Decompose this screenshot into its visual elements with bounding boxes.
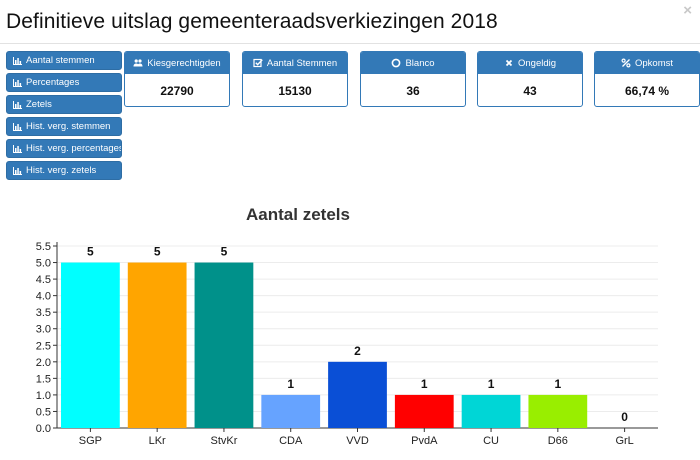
x-tick-label: CU — [483, 435, 499, 447]
y-tick-label: 4.0 — [36, 291, 51, 303]
data-label: 1 — [554, 377, 561, 391]
stat-label: Kiesgerechtigden — [147, 57, 221, 69]
y-tick-label: 3.5 — [36, 307, 51, 319]
stat-opkomst: Opkomst 66,74 % — [594, 51, 700, 107]
stat-value: 22790 — [160, 83, 194, 98]
x-tick-label: StvKr — [210, 435, 237, 447]
sidebar-item-zetels[interactable]: Zetels — [6, 95, 122, 114]
bar-sgp — [61, 262, 120, 428]
times-icon — [505, 59, 513, 67]
sidebar-item-label: Percentages — [26, 77, 80, 88]
bar-chart-icon — [13, 100, 22, 109]
sidebar-item-label: Aantal stemmen — [26, 55, 95, 66]
sidebar-item-hist-verg-percentages[interactable]: Hist. verg. percentages — [6, 139, 122, 158]
y-tick-label: 0.5 — [36, 406, 51, 418]
sidebar-item-hist-verg-stemmen[interactable]: Hist. verg. stemmen — [6, 117, 122, 136]
stat-ongeldig: Ongeldig 43 — [477, 51, 583, 107]
x-tick-label: D66 — [548, 435, 568, 447]
percent-icon — [621, 58, 631, 68]
sidebar-item-label: Hist. verg. zetels — [26, 165, 97, 176]
data-label: 2 — [354, 344, 361, 358]
stat-label: Blanco — [405, 57, 435, 69]
bar-stvkr — [194, 262, 254, 428]
data-label: 5 — [87, 245, 94, 259]
bar-cu — [461, 394, 521, 428]
bar-chart-icon — [13, 78, 22, 87]
x-tick-label: CDA — [279, 435, 303, 447]
sidebar-item-label: Hist. verg. stemmen — [26, 121, 111, 132]
sidebar-item-hist-verg-zetels[interactable]: Hist. verg. zetels — [6, 161, 122, 180]
y-tick-label: 1.5 — [36, 373, 51, 385]
chart-title: Aantal zetels — [246, 205, 350, 224]
y-tick-label: 3.0 — [36, 324, 51, 336]
check-square-icon — [253, 58, 263, 68]
header-divider — [0, 43, 700, 44]
bar-cda — [261, 394, 321, 428]
bar-chart-icon — [13, 56, 22, 65]
data-label: 1 — [488, 377, 495, 391]
y-tick-label: 5.0 — [36, 258, 51, 270]
x-tick-label: GrL — [615, 435, 633, 447]
sidebar-item-label: Zetels — [26, 99, 52, 110]
sidebar-item-label: Hist. verg. percentages — [26, 143, 122, 154]
data-label: 1 — [421, 377, 428, 391]
stat-value: 15130 — [278, 83, 312, 98]
stat-label: Ongeldig — [517, 57, 557, 69]
close-icon[interactable]: × — [683, 2, 692, 19]
data-label: 1 — [287, 377, 294, 391]
stat-value: 36 — [406, 83, 420, 98]
bar-chart-icon — [13, 144, 22, 153]
data-label: 5 — [221, 245, 228, 259]
y-tick-label: 1.0 — [36, 390, 51, 402]
x-tick-label: PvdA — [411, 435, 438, 447]
page-title: Definitieve uitslag gemeenteraadsverkiez… — [6, 10, 498, 33]
data-label: 5 — [154, 245, 161, 259]
sidebar: Aantal stemmen Percentages Zetels Hist. … — [6, 51, 122, 183]
bar-chart-icon — [13, 166, 22, 175]
y-tick-label: 4.5 — [36, 274, 51, 286]
stat-label: Opkomst — [634, 57, 673, 69]
stat-aantal-stemmen: Aantal Stemmen 15130 — [242, 51, 348, 107]
data-label: 0 — [621, 410, 628, 424]
bar-chart-icon — [13, 122, 22, 131]
stat-blanco: Blanco 36 — [360, 51, 466, 107]
bar-vvd — [328, 361, 387, 428]
x-tick-label: LKr — [149, 435, 166, 447]
bar-pvda — [394, 394, 454, 428]
bar-lkr — [127, 262, 187, 428]
bar-chart: 0.0 0.5 1.0 1.5 2.0 2.5 3.0 3.5 4.0 4.5 5.0 5.5 5 SGP… — [36, 241, 658, 447]
stat-value: 66,74 % — [624, 83, 670, 98]
stat-value: 43 — [523, 83, 537, 98]
stat-kiesgerechtigden: Kiesgerechtigden 22790 — [124, 51, 230, 107]
circle-icon — [392, 58, 401, 68]
sidebar-item-aantal-stemmen[interactable]: Aantal stemmen — [6, 51, 122, 70]
y-tick-label: 2.5 — [36, 340, 51, 352]
y-tick-label: 0.0 — [36, 423, 51, 435]
bar-d66 — [528, 394, 588, 428]
y-tick-label: 2.0 — [36, 357, 51, 369]
sidebar-item-percentages[interactable]: Percentages — [6, 73, 122, 92]
x-tick-label: SGP — [79, 435, 102, 447]
users-icon — [133, 59, 143, 67]
x-tick-label: VVD — [346, 435, 369, 447]
stat-label: Aantal Stemmen — [266, 57, 338, 69]
y-tick-label: 5.5 — [36, 241, 51, 253]
